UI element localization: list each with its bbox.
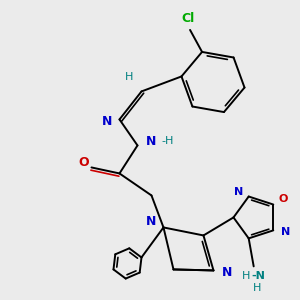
Text: N: N — [281, 227, 290, 237]
Text: -N: -N — [252, 272, 266, 281]
Text: H: H — [125, 72, 134, 82]
Text: N: N — [222, 266, 233, 279]
Text: -H: -H — [161, 136, 174, 146]
Text: N: N — [102, 115, 113, 128]
Text: O: O — [78, 156, 89, 169]
Text: H: H — [253, 284, 261, 293]
Text: O: O — [279, 194, 288, 203]
Text: Cl: Cl — [182, 12, 195, 26]
Text: H: H — [242, 272, 250, 281]
Text: N: N — [146, 135, 157, 148]
Text: N: N — [146, 215, 157, 228]
Text: N: N — [234, 187, 243, 196]
